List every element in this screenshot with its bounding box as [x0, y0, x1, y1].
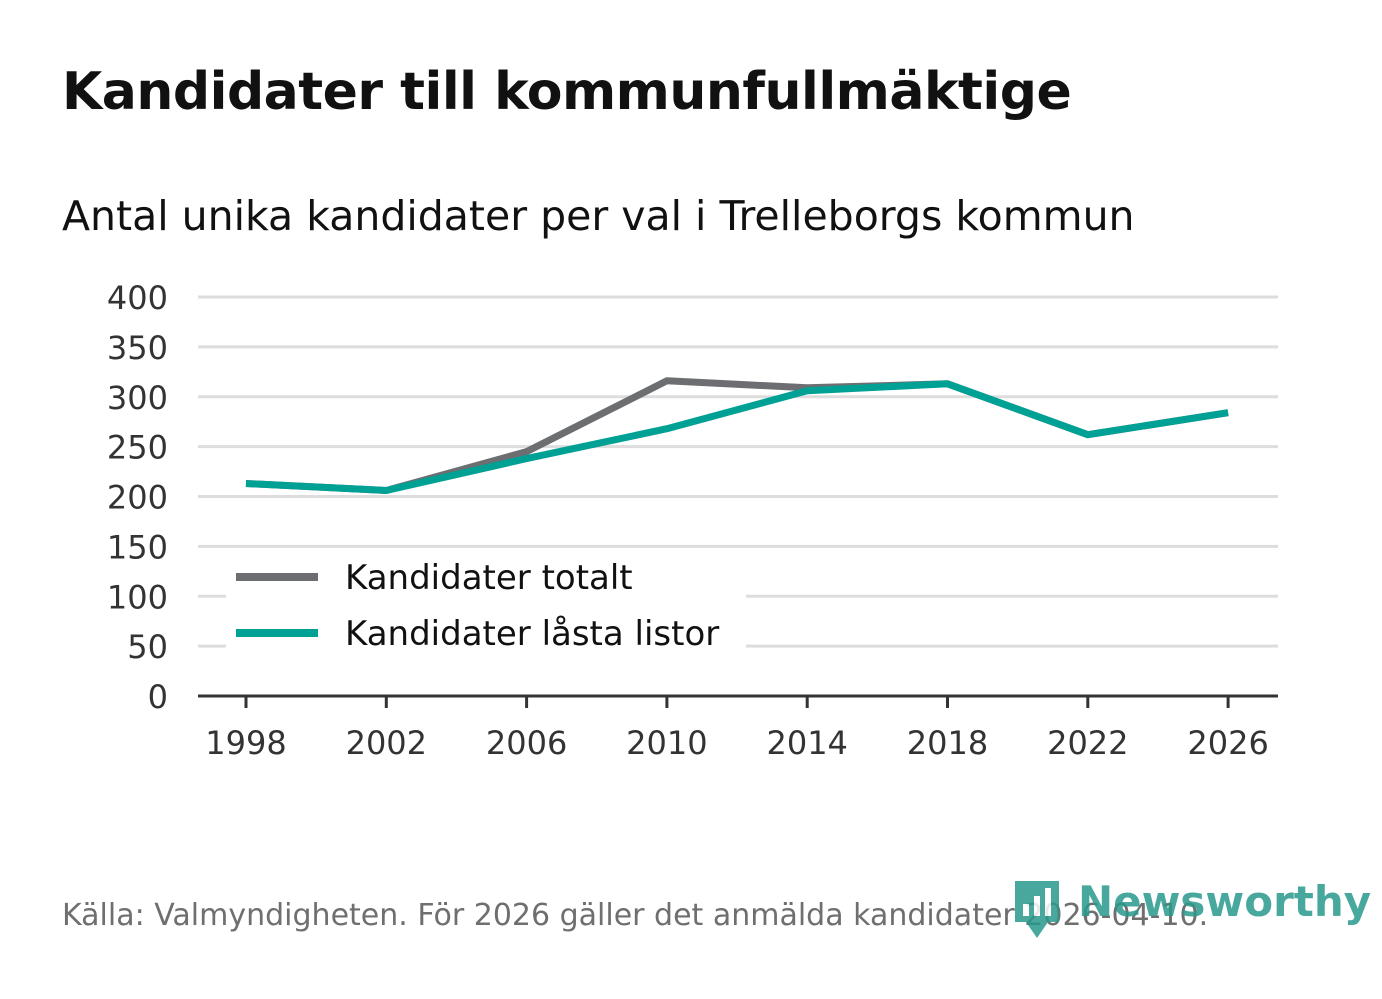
x-tick-label-2010: 2010	[626, 724, 707, 762]
y-tick-label-100: 100	[107, 578, 168, 616]
x-tick-label-2014: 2014	[766, 724, 847, 762]
line-chart: 0 50 100 150 200 250 300 350 400 1998 2002 2006 201…	[107, 279, 1278, 762]
x-axis-ticks: 1998 2002 2006 2010 2014 2018 2022 2026	[205, 696, 1269, 762]
logo-text: Newsworthy	[1078, 877, 1372, 926]
gridlines	[198, 295, 1278, 648]
y-tick-label-0: 0	[148, 678, 168, 716]
y-tick-label-350: 350	[107, 329, 168, 367]
y-axis-ticks: 0 50 100 150 200 250 300 350 400	[107, 279, 168, 716]
newsworthy-logo: Newsworthy	[1012, 878, 1371, 940]
y-tick-label-50: 50	[127, 628, 168, 666]
series-lines	[245, 377, 1229, 494]
legend-label-1: Kandidater låsta listor	[345, 614, 719, 654]
legend-label-0: Kandidater totalt	[345, 558, 633, 598]
legend: Kandidater totalt Kandidater låsta listor	[226, 548, 746, 654]
x-tick-label-2018: 2018	[907, 724, 988, 762]
y-tick-label-150: 150	[107, 528, 168, 566]
y-tick-label-400: 400	[107, 279, 168, 317]
y-tick-label-250: 250	[107, 429, 168, 467]
x-tick-label-2006: 2006	[486, 724, 567, 762]
series-line-kandidater-lasta-listor	[245, 380, 1229, 494]
y-tick-label-300: 300	[107, 379, 168, 417]
bar-chart-pin-icon	[1012, 878, 1062, 940]
x-tick-label-1998: 1998	[205, 724, 286, 762]
chart-subtitle: Antal unika kandidater per val i Trelleb…	[62, 192, 1135, 240]
chart-title: Kandidater till kommunfullmäktige	[62, 62, 1072, 122]
x-tick-label-2026: 2026	[1187, 724, 1268, 762]
y-tick-label-200: 200	[107, 479, 168, 517]
x-tick-label-2022: 2022	[1047, 724, 1128, 762]
x-tick-label-2002: 2002	[346, 724, 427, 762]
